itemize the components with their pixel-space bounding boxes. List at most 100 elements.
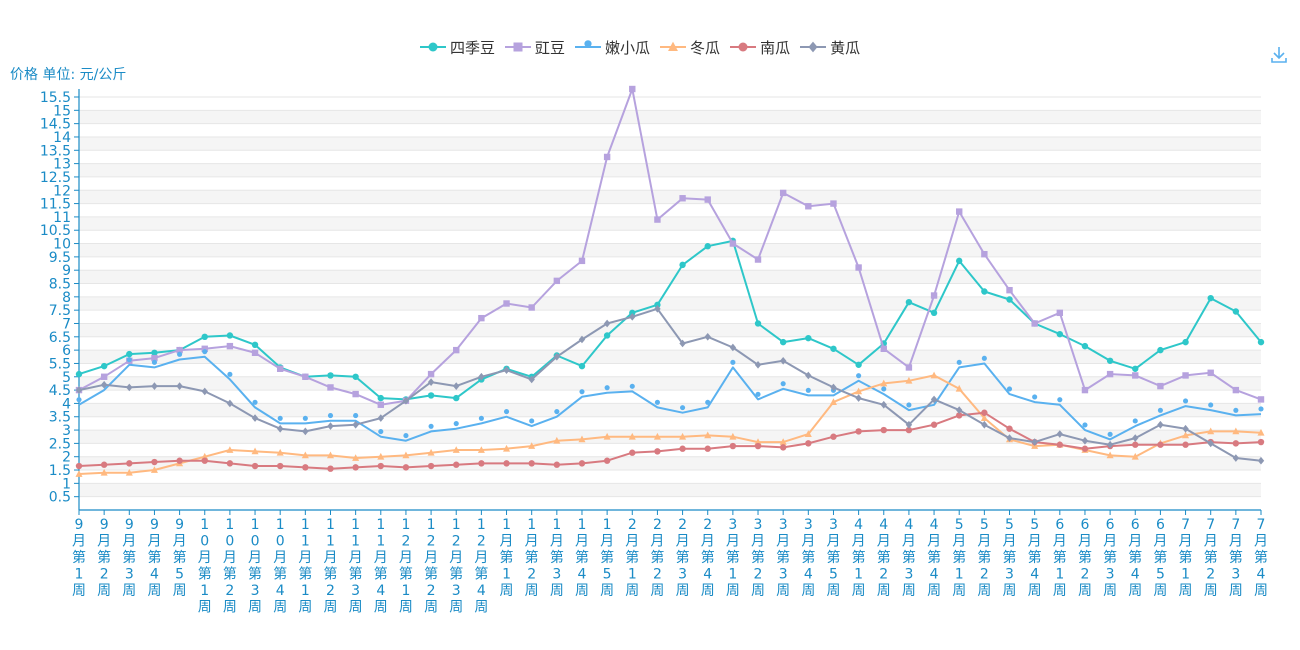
- data-point[interactable]: [754, 320, 762, 327]
- data-point[interactable]: [881, 386, 887, 392]
- data-point[interactable]: [856, 373, 862, 379]
- data-point[interactable]: [704, 243, 711, 250]
- data-point[interactable]: [679, 195, 686, 202]
- data-point[interactable]: [1157, 346, 1164, 354]
- data-point[interactable]: [327, 422, 334, 430]
- data-point[interactable]: [628, 432, 636, 440]
- data-point[interactable]: [654, 216, 661, 223]
- data-point[interactable]: [1106, 370, 1114, 378]
- data-point[interactable]: [906, 402, 912, 408]
- data-point[interactable]: [905, 298, 913, 306]
- data-point[interactable]: [302, 415, 308, 421]
- data-point[interactable]: [1182, 441, 1189, 448]
- data-point[interactable]: [100, 362, 108, 370]
- data-point[interactable]: [603, 457, 611, 464]
- data-point[interactable]: [1232, 454, 1240, 462]
- data-point[interactable]: [1257, 396, 1265, 403]
- data-point[interactable]: [629, 383, 635, 389]
- data-point[interactable]: [75, 462, 83, 470]
- data-point[interactable]: [100, 380, 108, 389]
- data-point[interactable]: [754, 442, 762, 450]
- data-point[interactable]: [528, 460, 535, 467]
- data-point[interactable]: [956, 412, 963, 419]
- data-point[interactable]: [75, 386, 83, 394]
- legend-item[interactable]: 四季豆: [420, 37, 495, 58]
- data-point[interactable]: [704, 332, 711, 341]
- data-point[interactable]: [729, 442, 737, 450]
- data-point[interactable]: [679, 445, 686, 452]
- legend-item[interactable]: 黄瓜: [800, 37, 860, 58]
- data-point[interactable]: [378, 429, 384, 435]
- series-line[interactable]: [78, 411, 1262, 470]
- legend-item[interactable]: 嫩小瓜: [575, 37, 650, 58]
- data-point[interactable]: [75, 370, 83, 378]
- data-point[interactable]: [629, 449, 636, 456]
- data-point[interactable]: [1207, 294, 1214, 302]
- data-point[interactable]: [830, 345, 837, 352]
- data-point[interactable]: [805, 440, 812, 447]
- data-point[interactable]: [503, 444, 511, 452]
- data-point[interactable]: [427, 462, 435, 470]
- data-point[interactable]: [126, 357, 132, 363]
- data-point[interactable]: [276, 365, 284, 372]
- data-point[interactable]: [176, 382, 183, 390]
- data-point[interactable]: [1106, 451, 1114, 459]
- data-point[interactable]: [1257, 428, 1265, 436]
- data-point[interactable]: [930, 292, 938, 299]
- data-point[interactable]: [855, 361, 862, 368]
- data-point[interactable]: [981, 355, 987, 361]
- data-point[interactable]: [452, 446, 460, 453]
- data-point[interactable]: [327, 384, 334, 391]
- data-point[interactable]: [754, 438, 762, 445]
- data-point[interactable]: [805, 334, 812, 342]
- data-point[interactable]: [1157, 441, 1164, 448]
- data-point[interactable]: [403, 433, 409, 439]
- data-point[interactable]: [779, 189, 787, 197]
- data-point[interactable]: [402, 451, 410, 459]
- data-point[interactable]: [201, 387, 208, 396]
- data-point[interactable]: [453, 461, 460, 468]
- data-point[interactable]: [75, 470, 83, 477]
- data-point[interactable]: [528, 375, 535, 384]
- data-point[interactable]: [1182, 424, 1189, 433]
- data-point[interactable]: [352, 373, 359, 380]
- data-point[interactable]: [629, 312, 636, 321]
- data-point[interactable]: [905, 364, 913, 371]
- data-point[interactable]: [1082, 422, 1088, 428]
- data-point[interactable]: [1232, 386, 1240, 394]
- series-四季豆[interactable]: [75, 237, 1265, 403]
- data-point[interactable]: [251, 447, 259, 455]
- data-point[interactable]: [553, 277, 561, 285]
- data-point[interactable]: [201, 457, 208, 464]
- data-point[interactable]: [302, 427, 309, 436]
- data-point[interactable]: [226, 460, 234, 467]
- data-point[interactable]: [578, 362, 586, 370]
- data-point[interactable]: [528, 304, 535, 311]
- chart-legend[interactable]: 四季豆 豇豆 嫩小瓜 冬瓜 南瓜 黄瓜: [420, 36, 860, 58]
- data-point[interactable]: [226, 446, 234, 453]
- data-point[interactable]: [377, 462, 384, 470]
- data-point[interactable]: [302, 464, 309, 471]
- data-point[interactable]: [528, 442, 536, 449]
- data-point[interactable]: [100, 373, 108, 380]
- data-point[interactable]: [880, 400, 887, 409]
- data-point[interactable]: [151, 349, 158, 356]
- data-point[interactable]: [326, 451, 335, 459]
- data-point[interactable]: [930, 371, 938, 379]
- data-point[interactable]: [327, 413, 334, 419]
- data-point[interactable]: [578, 435, 586, 443]
- data-point[interactable]: [302, 373, 309, 380]
- data-point[interactable]: [226, 342, 234, 350]
- data-point[interactable]: [629, 85, 636, 93]
- data-point[interactable]: [151, 382, 158, 390]
- data-point[interactable]: [830, 200, 837, 207]
- data-point[interactable]: [1006, 296, 1013, 303]
- data-point[interactable]: [377, 414, 384, 422]
- data-point[interactable]: [126, 350, 133, 358]
- data-point[interactable]: [402, 464, 410, 471]
- data-point[interactable]: [704, 445, 711, 452]
- data-point[interactable]: [201, 345, 208, 352]
- data-point[interactable]: [202, 349, 208, 355]
- data-point[interactable]: [981, 288, 988, 295]
- data-point[interactable]: [1032, 394, 1038, 400]
